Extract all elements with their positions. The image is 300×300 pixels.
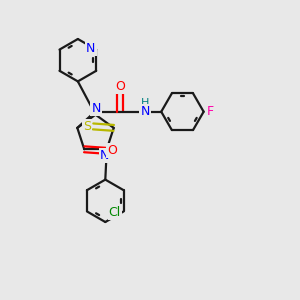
- Text: N: N: [100, 149, 109, 162]
- Text: O: O: [107, 144, 117, 157]
- Text: O: O: [115, 80, 125, 94]
- Text: N: N: [86, 42, 96, 55]
- Text: N: N: [92, 102, 101, 115]
- Text: Cl: Cl: [109, 206, 121, 219]
- Text: F: F: [207, 105, 214, 118]
- Text: N: N: [140, 105, 150, 118]
- Text: H: H: [141, 98, 149, 109]
- Text: S: S: [82, 120, 91, 133]
